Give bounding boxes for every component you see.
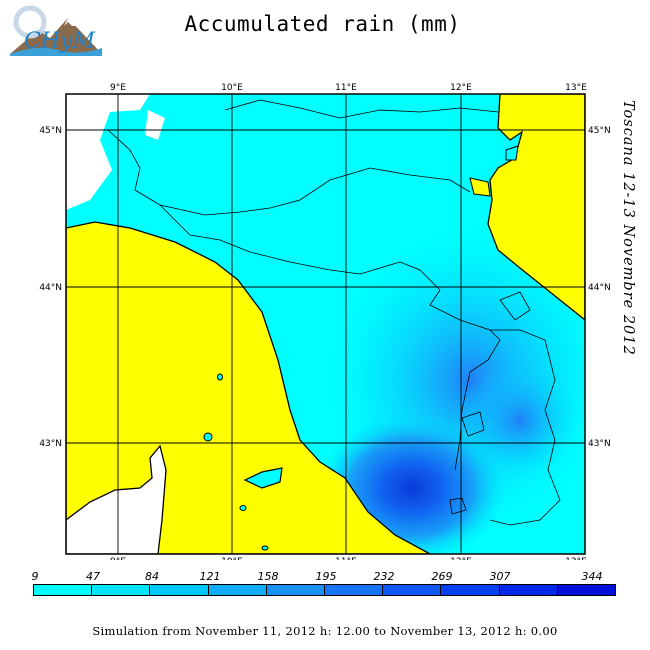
legend-value: 84: [145, 570, 159, 583]
legend-swatch: [499, 585, 558, 595]
lat-label-left: 44°N: [39, 283, 62, 293]
legend-value: 47: [86, 570, 100, 583]
legend-value: 158: [257, 570, 279, 583]
legend-color-bar: [33, 584, 616, 596]
region-date-label: Toscana 12-13 Novembre 2012: [620, 100, 636, 356]
lat-label-right: 45°N: [588, 126, 611, 136]
regional-boundaries: [107, 99, 561, 526]
lon-label-top: 12°E: [450, 83, 472, 93]
lon-label-bottom: 11°E: [335, 557, 357, 560]
lon-label-top: 9°E: [110, 83, 126, 93]
legend-value: 344: [581, 570, 603, 583]
lon-label-top: 13°E: [565, 83, 587, 93]
graticule: [66, 94, 585, 554]
legend-value: 121: [199, 570, 221, 583]
map-frame: [65, 93, 586, 555]
legend-values: 9 47 84 121 158 195 232 269 307 344: [30, 570, 618, 584]
lon-label-top: 10°E: [221, 83, 243, 93]
lon-label-bottom: 10°E: [221, 557, 243, 560]
corsica: [66, 444, 167, 554]
legend-value: 232: [373, 570, 395, 583]
elba-island: [243, 467, 283, 489]
sea-east: [487, 94, 585, 321]
lat-label-left: 45°N: [39, 126, 62, 136]
page-title: Accumulated rain (mm): [184, 12, 461, 36]
legend-swatch: [92, 585, 151, 595]
lat-label-left: 43°N: [39, 439, 62, 449]
legend-swatch: [383, 585, 442, 595]
rain-map: 9°E 10°E 11°E 12°E 13°E 9°E 10°E 11°E 12…: [39, 83, 611, 560]
lon-label-bottom: 13°E: [565, 557, 587, 560]
legend-swatch: [34, 585, 93, 595]
legend-swatch: [557, 585, 616, 595]
legend-swatch: [208, 585, 267, 595]
legend-value: 269: [431, 570, 453, 583]
legend-value: 307: [489, 570, 511, 583]
legend-swatch: [266, 585, 326, 595]
lon-label-top: 11°E: [335, 83, 357, 93]
simulation-period: Simulation from November 11, 2012 h: 12.…: [92, 624, 558, 638]
legend-swatch: [441, 585, 500, 595]
lon-label-bottom: 12°E: [450, 557, 472, 560]
legend-swatch: [150, 585, 209, 595]
legend-value: 195: [315, 570, 337, 583]
logo-text: CHyM: [24, 29, 95, 54]
outside-domain-nw: [66, 94, 150, 210]
legend-value: 9: [31, 570, 39, 583]
legend-swatch: [325, 585, 384, 595]
lon-label-bottom: 9°E: [110, 557, 126, 560]
lat-label-right: 44°N: [588, 283, 611, 293]
lat-label-right: 43°N: [588, 439, 611, 449]
chym-logo: CHyM: [8, 4, 104, 56]
